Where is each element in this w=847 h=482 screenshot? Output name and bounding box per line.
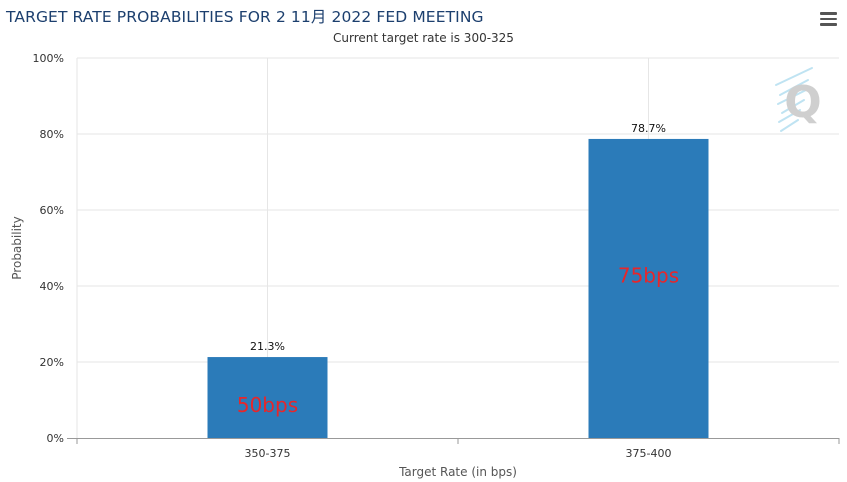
watermark-streak	[780, 119, 799, 132]
hamburger-menu-icon[interactable]	[820, 12, 837, 26]
watermark-streak	[779, 79, 809, 96]
bar	[207, 357, 328, 438]
q-logo-icon: Q	[775, 67, 822, 132]
x-axis-title: Target Rate (in bps)	[398, 465, 517, 479]
watermark-streak	[781, 99, 805, 114]
watermark-letter: Q	[784, 77, 821, 128]
watermark-streak	[777, 89, 807, 105]
x-tick-label: 350-375	[245, 447, 291, 460]
y-tick-label: 0%	[47, 432, 64, 445]
labels: 0% 20% 40% 60% 80% 100% 21.3% 50bps 350-375 78.7%…	[10, 52, 679, 479]
axes	[67, 58, 840, 444]
bar-annotation: 50bps	[237, 393, 298, 417]
y-tick-label: 20%	[40, 356, 64, 369]
y-tick-label: 60%	[40, 204, 64, 217]
chart-subtitle: Current target rate is 300-325	[333, 31, 514, 45]
watermark-streak	[778, 109, 801, 123]
y-tick-label: 40%	[40, 280, 64, 293]
chart-title: TARGET RATE PROBABILITIES FOR 2 11月 2022…	[6, 8, 484, 26]
bars	[207, 138, 709, 438]
bar-annotation: 75bps	[618, 263, 679, 287]
bar	[588, 138, 709, 438]
watermark-streak	[775, 67, 813, 86]
y-tick-label: 100%	[33, 52, 64, 65]
y-tick-label: 80%	[40, 128, 64, 141]
x-tick-label: 375-400	[626, 447, 672, 460]
data-label: 21.3%	[250, 340, 285, 353]
grid-lines	[77, 57, 839, 438]
data-label: 78.7%	[631, 122, 666, 135]
y-axis-title: Probability	[10, 216, 24, 279]
